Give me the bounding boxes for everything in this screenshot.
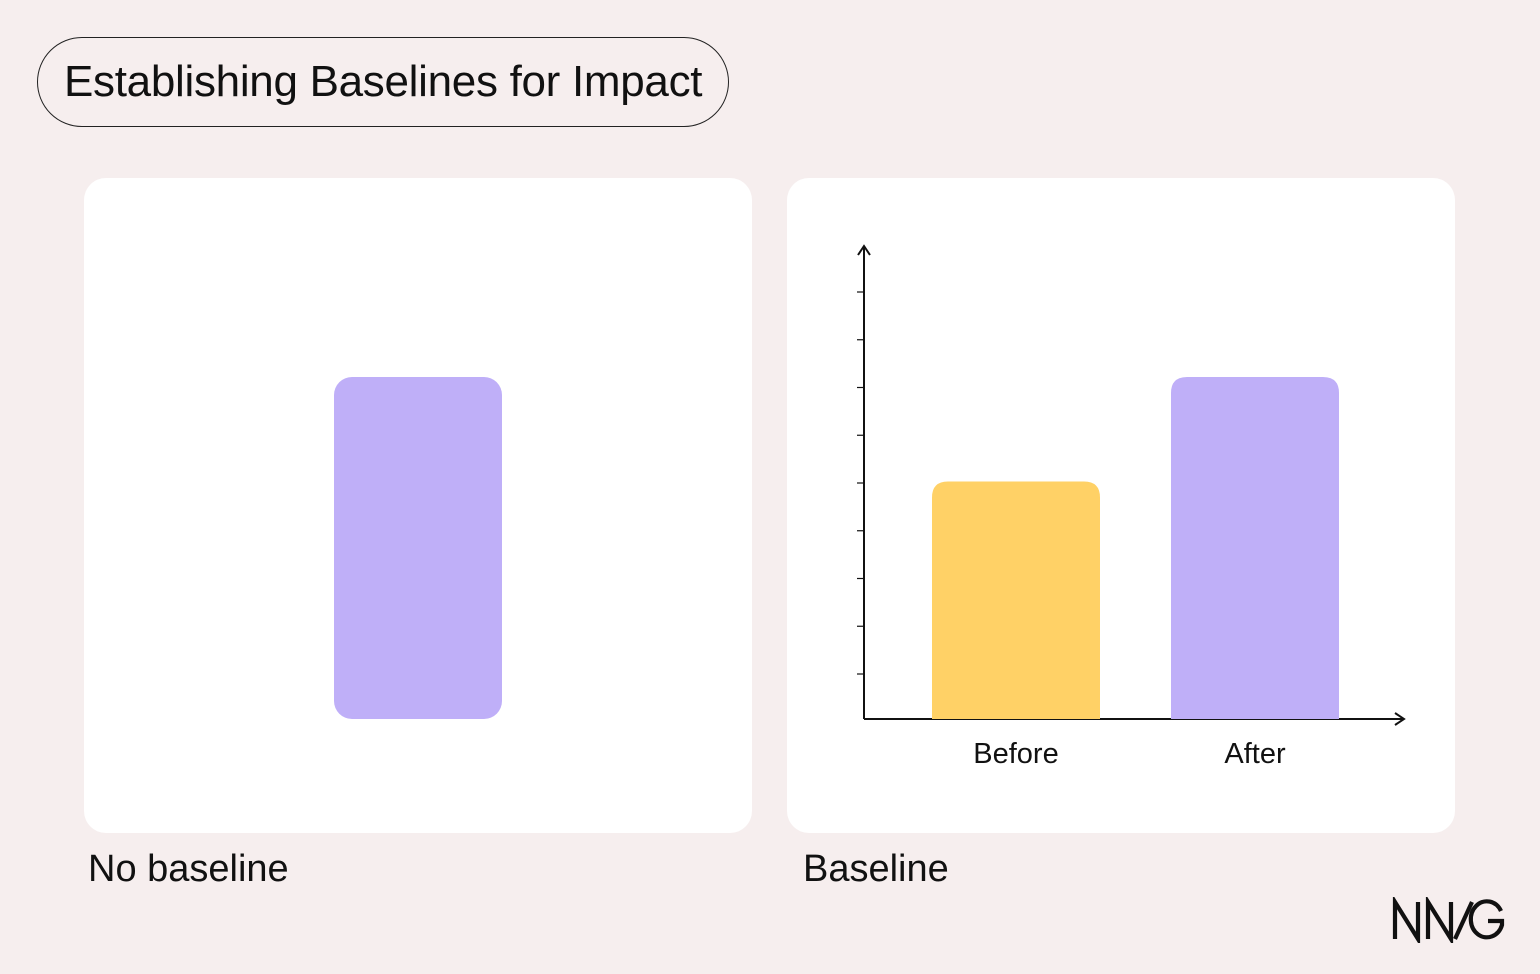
bar-before — [932, 481, 1100, 719]
single-bar — [334, 377, 502, 719]
page-title-text: Establishing Baselines for Impact — [64, 57, 703, 106]
baseline-panel: Before After — [787, 178, 1455, 833]
baseline-caption: Baseline — [803, 848, 949, 890]
page-title: Establishing Baselines for Impact — [37, 37, 729, 127]
x-tick-label-before: Before — [973, 738, 1058, 770]
no-baseline-chart — [334, 377, 502, 719]
bar-after — [1171, 377, 1339, 719]
y-axis-arrow-icon — [857, 244, 871, 256]
no-baseline-panel — [84, 178, 752, 833]
baseline-chart: Before After — [857, 244, 1406, 770]
x-axis-arrow-icon — [1394, 712, 1406, 726]
x-tick-label-after: After — [1224, 738, 1286, 770]
no-baseline-caption: No baseline — [88, 848, 289, 890]
nng-logo — [1392, 897, 1505, 943]
